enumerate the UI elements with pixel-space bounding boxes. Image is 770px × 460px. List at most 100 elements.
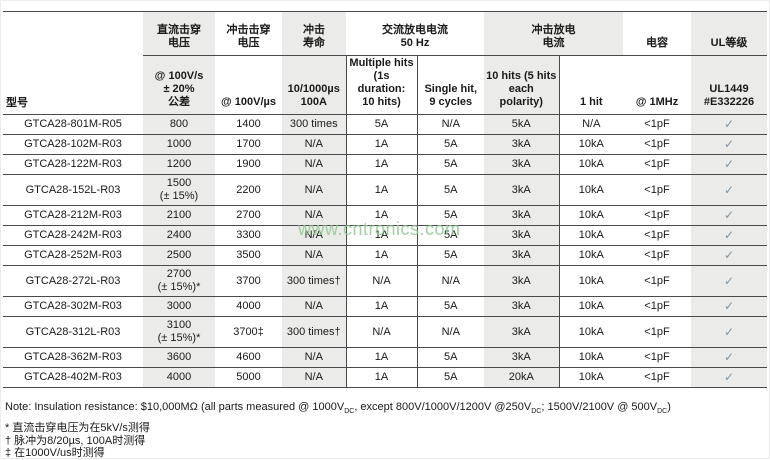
value-cell: 1000: [143, 134, 215, 155]
table-row: GTCA28-122M-R03 1200 1900 N/A 1A 5A 3kA 10kA <1p…: [3, 154, 767, 175]
value-cell: 4000: [143, 367, 215, 388]
value-cell: 3kA: [484, 347, 559, 368]
value-cell: 300 times†: [282, 316, 346, 348]
footnote-asterisk: * 直流击穿电压为在5kV/s测得: [5, 422, 150, 434]
value-cell: <1pF: [623, 316, 691, 348]
table-row: GTCA28-212M-R03 2100 2700 N/A 1A 5A 3kA 10kA <1p…: [3, 205, 767, 226]
value-cell: 10kA: [558, 174, 623, 206]
value-cell: 10kA: [558, 347, 623, 368]
value-cell: 1A: [345, 134, 417, 155]
value-cell: 1A: [345, 225, 417, 246]
value-cell: N/A: [282, 154, 346, 175]
value-cell: <1pF: [623, 205, 691, 226]
value-cell: 10kA: [558, 205, 623, 226]
value-cell: 2700 (± 15%)*: [143, 265, 215, 297]
value-cell: N/A: [282, 367, 346, 388]
value-cell: 3000: [143, 296, 215, 317]
value-cell: 3500: [215, 245, 282, 266]
group-header-ac-discharge-current: 交流放电电流 50 Hz: [346, 11, 484, 56]
value-cell: 1A: [345, 205, 417, 226]
value-cell: 5000: [215, 367, 282, 388]
value-cell: 3kA: [484, 296, 559, 317]
model-cell: GTCA28-362M-R03: [3, 347, 143, 368]
value-cell: 10kA: [558, 134, 623, 155]
value-cell: 10kA: [558, 367, 623, 388]
value-cell: 1A: [345, 245, 417, 266]
value-cell: 2400: [143, 225, 215, 246]
note-text: ; 1500V/2100V @ 500V: [541, 401, 658, 413]
group-header-dc-breakdown-voltage: 直流击穿 电压: [143, 11, 215, 56]
value-cell: N/A: [558, 114, 623, 135]
table-row: GTCA28-362M-R03 3600 4600 N/A 1A 5A 3kA 10kA <1p…: [3, 347, 767, 368]
value-cell: 4600: [215, 347, 282, 368]
note-sub-dc: DC: [344, 408, 355, 416]
ul-check-cell: ✓: [691, 154, 767, 175]
footnotes: * 直流击穿电压为在5kV/s测得 † 脉冲为8/20µs, 100A时测得 ‡…: [5, 422, 150, 460]
sub-header-ul-file: UL1449 #E332226: [691, 55, 767, 115]
table-row: GTCA28-312L-R03 3100 (± 15%)* 3700‡ 300 tim…: [3, 316, 767, 348]
value-cell: <1pF: [623, 134, 691, 155]
value-cell: 3600: [143, 347, 215, 368]
value-cell: 1A: [345, 347, 417, 368]
value-cell: 3kA: [484, 205, 559, 226]
value-cell: 1A: [345, 367, 417, 388]
value-cell: 10kA: [558, 296, 623, 317]
value-cell: 300 times†: [282, 265, 346, 297]
ul-check-cell: ✓: [691, 225, 767, 246]
model-cell: GTCA28-801M-R05: [3, 114, 143, 135]
value-cell: 5A: [416, 154, 484, 175]
model-cell: GTCA28-272L-R03: [3, 265, 143, 297]
note-text: Note: Insulation resistance: $10,000MΩ (…: [5, 401, 345, 413]
value-cell: N/A: [416, 265, 484, 297]
value-cell: 20kA: [484, 367, 559, 388]
ul-check-cell: ✓: [691, 134, 767, 155]
value-cell: <1pF: [623, 174, 691, 206]
value-cell: 2500: [143, 245, 215, 266]
sub-header-multiple-hits: Multiple hits (1s duration: 10 hits): [345, 55, 417, 115]
model-cell: GTCA28-312L-R03: [3, 316, 143, 348]
sub-header-life-conditions: 10/1000µs 100A: [282, 55, 346, 115]
value-cell: N/A: [282, 205, 346, 226]
value-cell: 5A: [416, 174, 484, 206]
sub-header-impulse-conditions: @ 100V/µs: [215, 55, 282, 115]
value-cell: N/A: [416, 316, 484, 348]
value-cell: 10kA: [558, 154, 623, 175]
value-cell: 10kA: [558, 245, 623, 266]
model-column-header: 型号: [3, 11, 143, 115]
value-cell: 3kA: [484, 316, 559, 348]
value-cell: 5A: [416, 134, 484, 155]
value-cell: <1pF: [623, 367, 691, 388]
value-cell: 10kA: [558, 316, 623, 348]
value-cell: 1900: [215, 154, 282, 175]
value-cell: N/A: [282, 245, 346, 266]
table-row: GTCA28-152L-R03 1500 (± 15%) 2200 N/A 1A 5A 3k…: [3, 174, 767, 206]
value-cell: 5A: [416, 367, 484, 388]
model-cell: GTCA28-252M-R03: [3, 245, 143, 266]
model-cell: GTCA28-122M-R03: [3, 154, 143, 175]
table-row: GTCA28-402M-R03 4000 5000 N/A 1A 5A 20kA 10kA <1…: [3, 367, 767, 388]
table-row: GTCA28-302M-R03 3000 4000 N/A 1A 5A 3kA 10kA <1p…: [3, 296, 767, 317]
note-sub-dc: DC: [531, 408, 542, 416]
sub-header-10-hits: 10 hits (5 hits each polarity): [484, 55, 559, 115]
model-cell: GTCA28-302M-R03: [3, 296, 143, 317]
value-cell: 5A: [416, 245, 484, 266]
value-cell: <1pF: [623, 296, 691, 317]
value-cell: 3300: [215, 225, 282, 246]
value-cell: N/A: [282, 225, 346, 246]
value-cell: 1200: [143, 154, 215, 175]
value-cell: 300 times: [282, 114, 346, 135]
value-cell: N/A: [282, 296, 346, 317]
value-cell: <1pF: [623, 347, 691, 368]
value-cell: 4000: [215, 296, 282, 317]
value-cell: 5A: [416, 296, 484, 317]
value-cell: <1pF: [623, 265, 691, 297]
value-cell: 800: [143, 114, 215, 135]
value-cell: 2100: [143, 205, 215, 226]
value-cell: N/A: [416, 114, 484, 135]
value-cell: 2200: [215, 174, 282, 206]
value-cell: 2700: [215, 205, 282, 226]
table-row: GTCA28-102M-R03 1000 1700 N/A 1A 5A 3kA 10kA <1p…: [3, 134, 767, 155]
value-cell: 5A: [345, 114, 417, 135]
value-cell: 5A: [416, 205, 484, 226]
